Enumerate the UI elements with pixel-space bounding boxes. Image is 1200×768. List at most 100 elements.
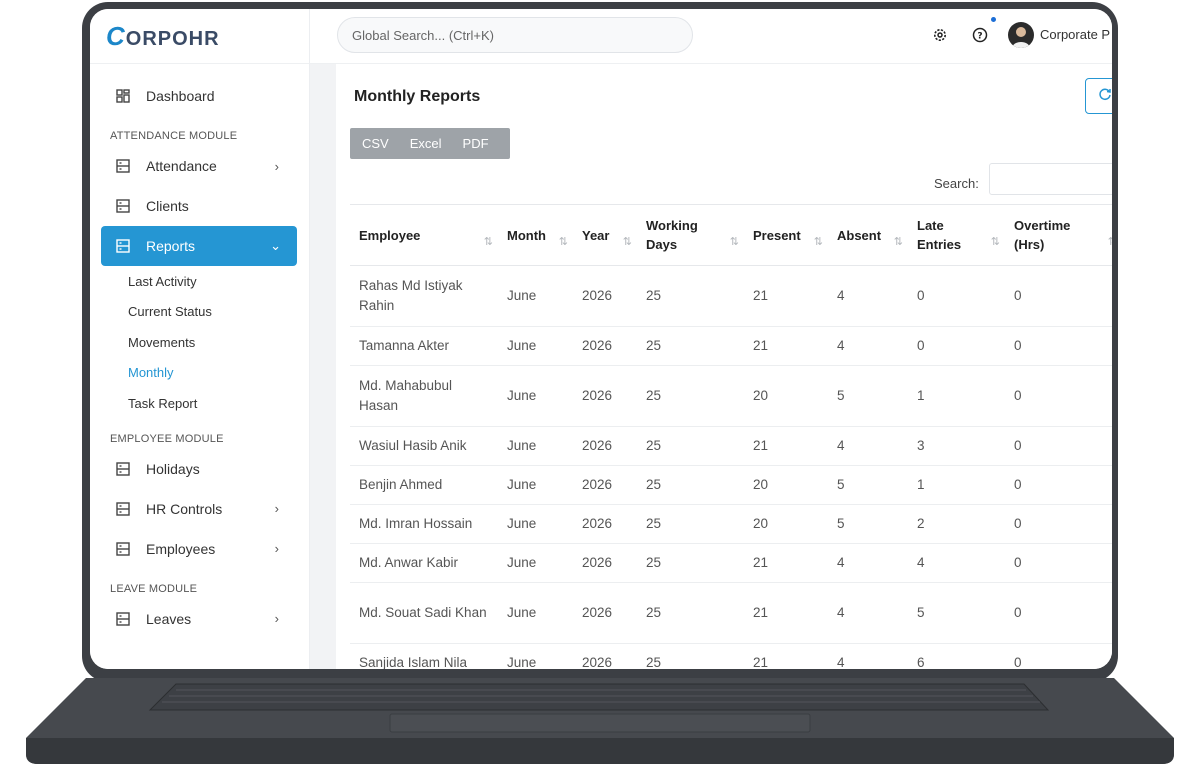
table-row[interactable]: Rahas Md Istiyak Rahin June 2026 25 21 4…: [350, 265, 1112, 327]
global-search-input[interactable]: Global Search... (Ctrl+K): [337, 17, 693, 53]
sidebar-item-holidays[interactable]: Holidays: [90, 449, 309, 489]
table-row[interactable]: Wasiul Hasib Anik June 2026 25 21 4 3 0: [350, 426, 1112, 466]
section-attendance-module: ATTENDANCE MODULE: [110, 130, 238, 142]
cell-year: 2026: [573, 326, 637, 366]
cell-absent: 5: [828, 465, 908, 505]
excel-export-button[interactable]: Excel: [409, 136, 442, 151]
sidebar-nav: Dashboard ATTENDANCE MODULE Attendance ›…: [90, 64, 309, 639]
cell-late-entries: 6: [908, 643, 1005, 669]
sidebar-subitem-last-activity[interactable]: Last Activity: [128, 273, 197, 289]
sidebar-item-label: HR Controls: [146, 500, 223, 517]
sidebar-subitem-monthly[interactable]: Monthly: [128, 365, 174, 381]
column-header-present[interactable]: Present ⇅: [744, 204, 828, 266]
cell-absent: 4: [828, 426, 908, 466]
cell-year: 2026: [573, 365, 637, 427]
top-bar: Global Search... (Ctrl+K) ? Corporate P: [310, 9, 1112, 64]
app-screen: CORPOHR Dashboard ATTENDANCE MODULE Atte…: [90, 9, 1112, 669]
cell-overtime: 0: [1005, 426, 1112, 466]
sidebar-subitem-movements[interactable]: Movements: [128, 334, 196, 350]
list-icon: [116, 461, 130, 476]
cell-overtime: 0: [1005, 643, 1112, 669]
column-header-absent[interactable]: Absent ⇅: [828, 204, 908, 266]
table-search-label: Search:: [934, 176, 979, 191]
table-row[interactable]: Md. Anwar Kabir June 2026 25 21 4 4 0: [350, 543, 1112, 583]
sidebar-item-label: Employees: [146, 540, 216, 557]
column-header-overtime[interactable]: Overtime (Hrs)⇅: [1005, 204, 1112, 266]
sort-icon: ⇅: [813, 236, 823, 248]
chevron-down-icon: ⌄: [270, 238, 281, 253]
refresh-button[interactable]: [1085, 78, 1112, 114]
cell-year: 2026: [573, 582, 637, 644]
list-icon: [116, 541, 130, 556]
cell-employee: Md. Mahabubul Hasan: [350, 365, 498, 427]
pdf-export-button[interactable]: PDF: [462, 136, 489, 151]
column-header-working-days[interactable]: Working Days ⇅: [637, 204, 744, 266]
cell-month: June: [498, 426, 573, 466]
csv-export-button[interactable]: CSV: [362, 136, 389, 151]
cell-month: June: [498, 582, 573, 644]
cell-employee: Benjin Ahmed: [350, 465, 498, 505]
cell-late-entries: 1: [908, 365, 1005, 427]
sidebar-item-attendance[interactable]: Attendance ›: [90, 146, 309, 186]
table-header-row: Employee ⇅ Month ⇅ Year ⇅ Working Days ⇅ Pre…: [350, 204, 1112, 266]
cell-overtime: 0: [1005, 504, 1112, 544]
notification-dot: [991, 17, 996, 22]
sort-icon: ⇅: [1108, 233, 1112, 252]
user-avatar[interactable]: [1008, 22, 1034, 48]
sort-icon: ⇅: [729, 236, 739, 248]
cell-absent: 4: [828, 265, 908, 327]
cell-absent: 5: [828, 504, 908, 544]
cell-working-days: 25: [637, 465, 744, 505]
cell-working-days: 25: [637, 265, 744, 327]
user-name[interactable]: Corporate P: [1040, 27, 1111, 42]
table-search-input[interactable]: [989, 163, 1112, 195]
table-row[interactable]: Sanjida Islam Nila June 2026 25 21 4 6 0: [350, 643, 1112, 669]
column-header-employee[interactable]: Employee ⇅: [350, 204, 498, 266]
svg-text:?: ?: [977, 32, 982, 42]
sidebar-item-employees[interactable]: Employees ›: [90, 529, 309, 569]
sidebar-subitem-current-status[interactable]: Current Status: [128, 304, 212, 320]
help-question-icon[interactable]: ?: [970, 25, 990, 45]
sort-icon: ⇅: [558, 236, 568, 248]
monthly-reports-card: Monthly Reports CSV Excel PDF Search: Em…: [336, 64, 1112, 669]
cell-absent: 4: [828, 582, 908, 644]
table-row[interactable]: Md. Souat Sadi Khan June 2026 25 21 4 5 …: [350, 582, 1112, 644]
sidebar-item-label: Reports: [146, 238, 196, 254]
sidebar-item-dashboard[interactable]: Dashboard: [90, 76, 309, 116]
cell-employee: Md. Imran Hossain: [350, 504, 498, 544]
sidebar-item-label: Leaves: [146, 610, 192, 627]
cell-present: 21: [744, 326, 828, 366]
settings-gear-icon[interactable]: [930, 25, 950, 45]
table-row[interactable]: Benjin Ahmed June 2026 25 20 5 1 0: [350, 465, 1112, 505]
cell-overtime: 0: [1005, 265, 1112, 327]
table-row[interactable]: Md. Imran Hossain June 2026 25 20 5 2 0: [350, 504, 1112, 544]
chevron-right-icon: ›: [274, 611, 279, 626]
cell-present: 20: [744, 504, 828, 544]
cell-month: June: [498, 643, 573, 669]
list-icon: [116, 611, 130, 626]
column-header-month[interactable]: Month ⇅: [498, 204, 573, 266]
app-logo[interactable]: CORPOHR: [90, 9, 309, 64]
sidebar-item-label: Dashboard: [146, 88, 215, 104]
cell-employee: Sanjida Islam Nila: [350, 643, 498, 669]
cell-employee: Md. Souat Sadi Khan: [350, 582, 498, 644]
sidebar-item-label: Holidays: [146, 460, 200, 477]
cell-present: 21: [744, 543, 828, 583]
cell-absent: 4: [828, 326, 908, 366]
sidebar-item-hr-controls[interactable]: HR Controls ›: [90, 489, 309, 529]
sidebar-item-leaves[interactable]: Leaves ›: [90, 599, 309, 639]
column-header-late-entries[interactable]: Late Entries ⇅: [908, 204, 1005, 266]
cell-working-days: 25: [637, 504, 744, 544]
chevron-right-icon: ›: [274, 501, 279, 516]
column-header-year[interactable]: Year ⇅: [573, 204, 637, 266]
page-title: Monthly Reports: [354, 88, 481, 105]
table-row[interactable]: Tamanna Akter June 2026 25 21 4 0 0: [350, 326, 1112, 366]
sidebar-subitem-task-report[interactable]: Task Report: [128, 395, 198, 411]
cell-working-days: 25: [637, 582, 744, 644]
cell-overtime: 0: [1005, 326, 1112, 366]
cell-late-entries: 1: [908, 465, 1005, 505]
sidebar-item-clients[interactable]: Clients: [90, 186, 309, 226]
sidebar-item-reports[interactable]: Reports ⌄: [101, 226, 297, 266]
table-row[interactable]: Md. Mahabubul Hasan June 2026 25 20 5 1 …: [350, 365, 1112, 427]
sort-icon: ⇅: [622, 236, 632, 248]
